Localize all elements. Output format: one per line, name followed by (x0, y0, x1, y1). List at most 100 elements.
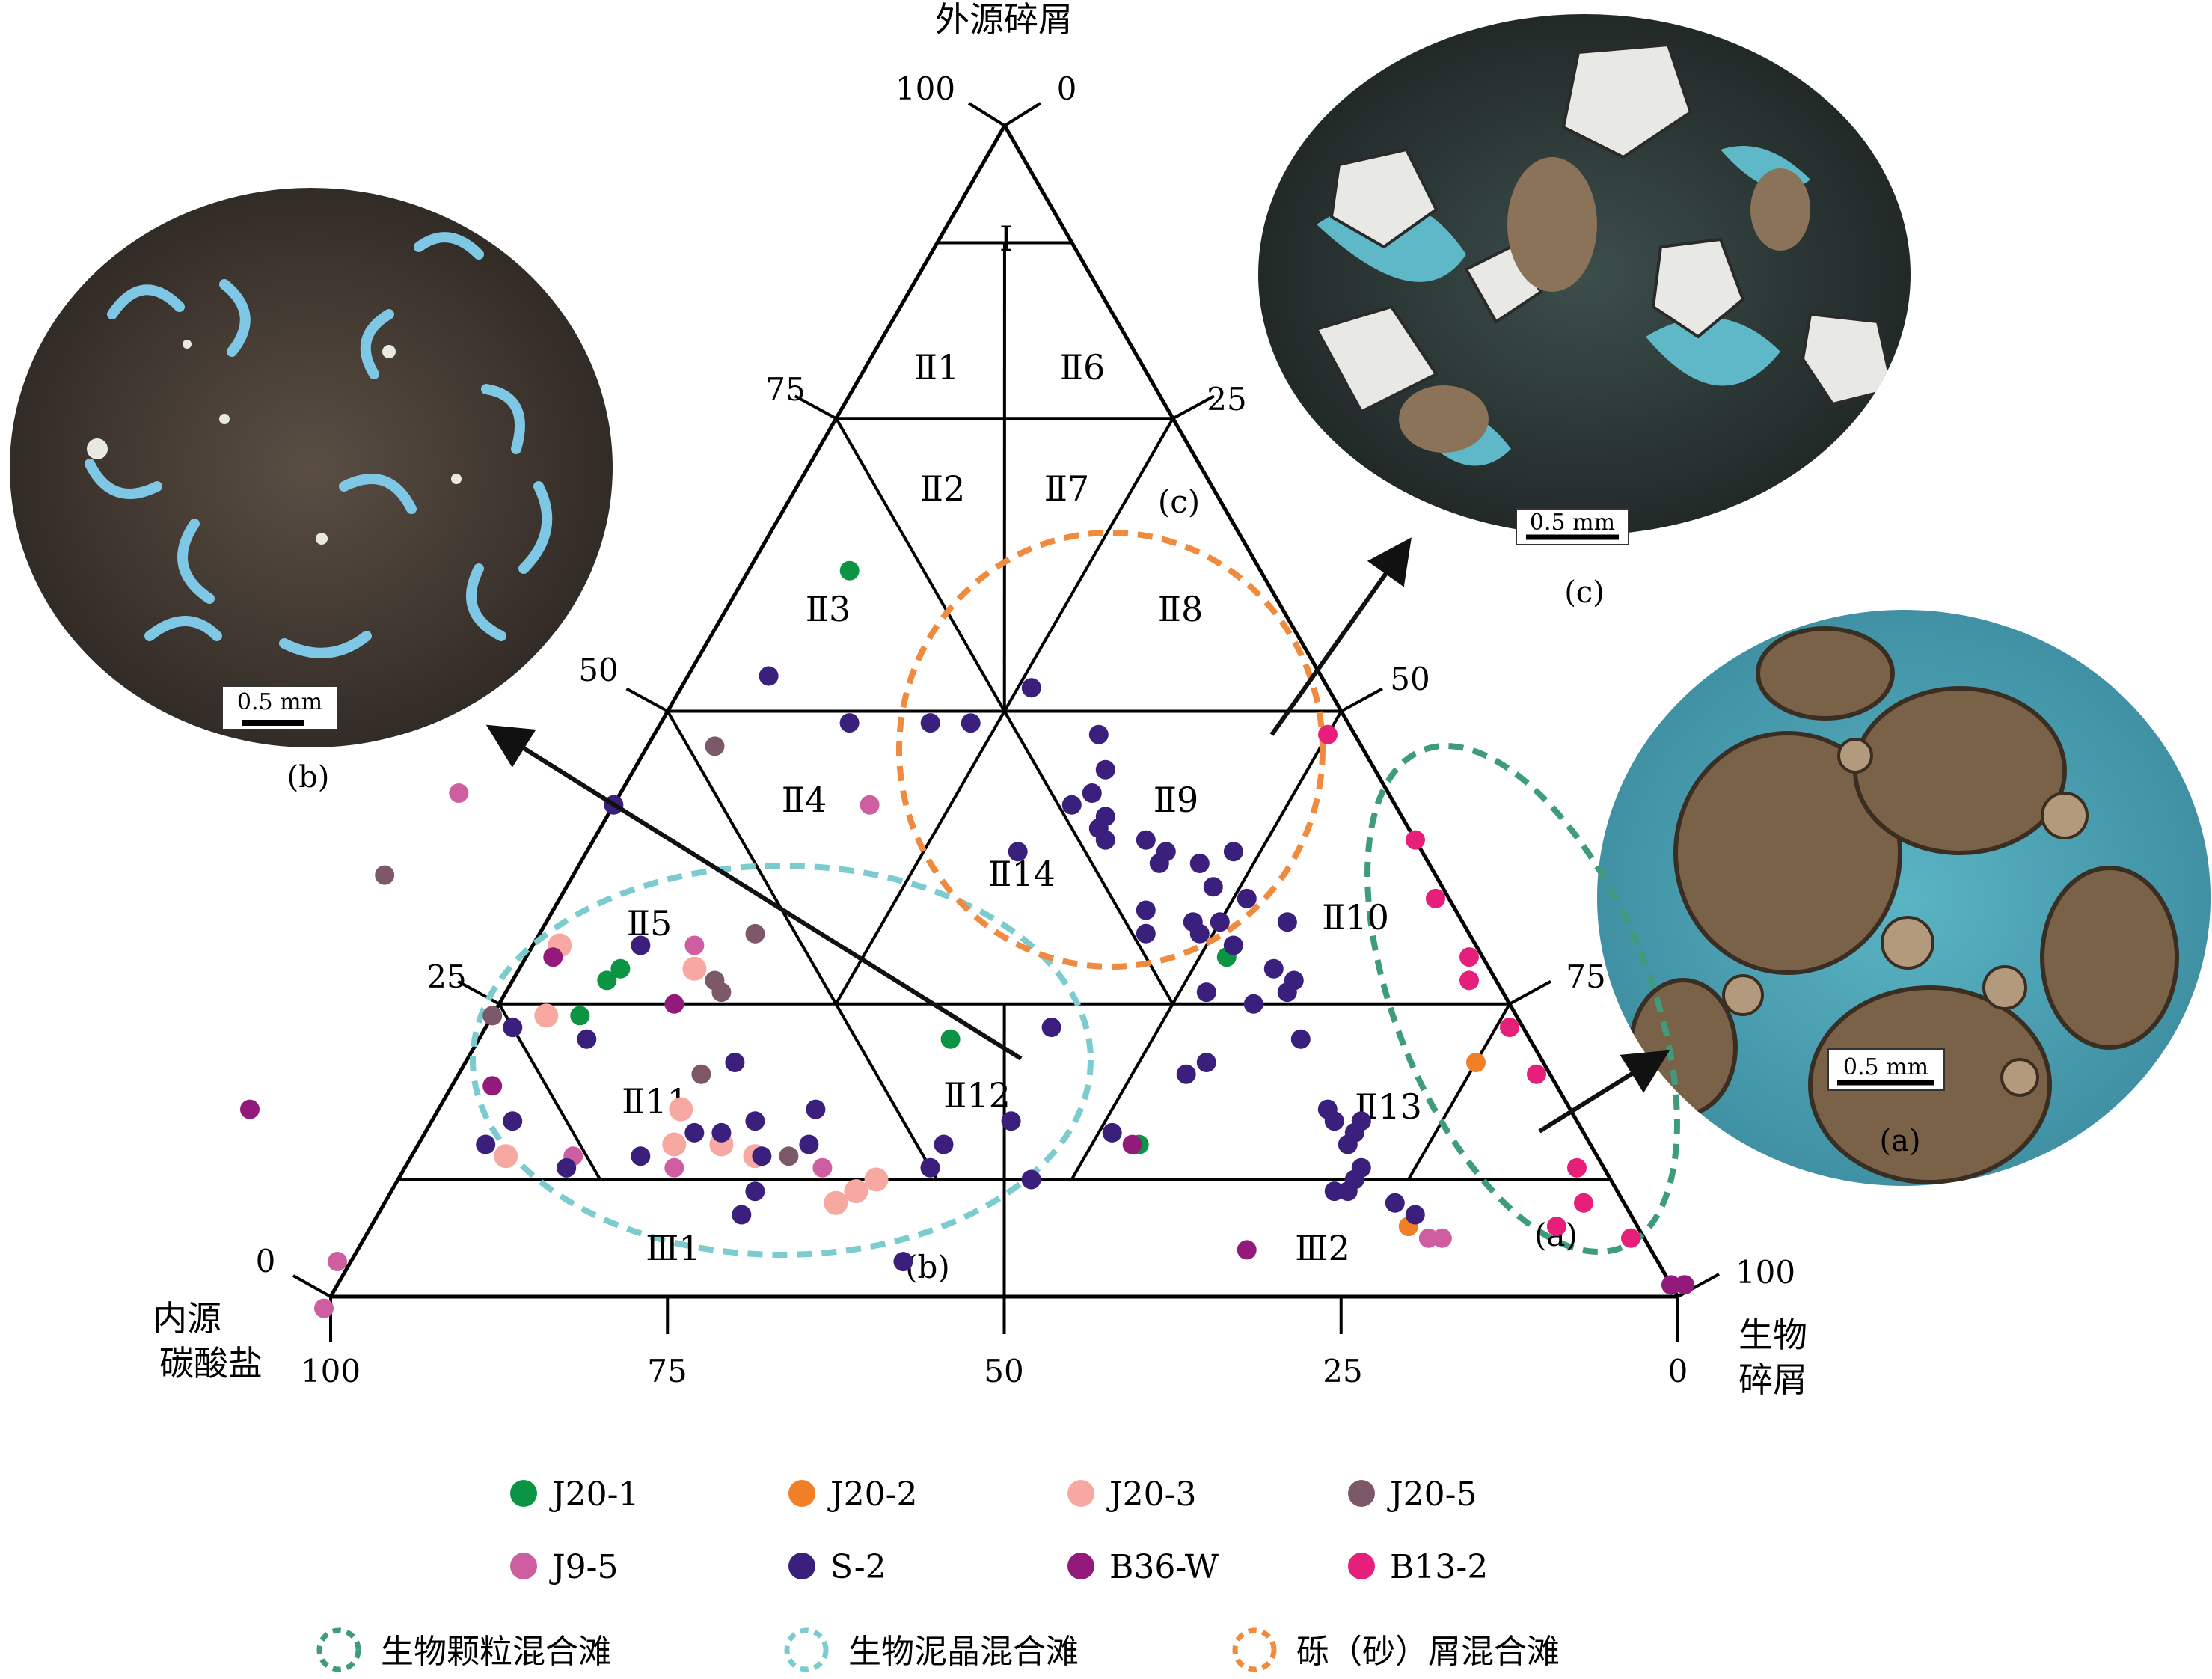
data-point (1088, 724, 1109, 744)
zone-label: Ⅱ5 (627, 903, 673, 944)
data-point (375, 865, 395, 885)
data-point (1432, 1228, 1452, 1248)
grid-line-diagonal (1070, 710, 1343, 1181)
axis-tick (1509, 979, 1551, 1006)
data-point (1527, 1064, 1546, 1084)
data-point (631, 1146, 651, 1166)
zone-label: Ⅰ (999, 218, 1013, 259)
data-point (711, 1122, 732, 1143)
data-point (1223, 935, 1243, 955)
data-point (1196, 982, 1216, 1003)
data-point (597, 970, 617, 991)
data-point (920, 713, 940, 733)
data-point (503, 1018, 523, 1038)
legend-marker (1348, 1553, 1375, 1579)
data-point (1406, 830, 1425, 850)
data-point (940, 1029, 961, 1049)
data-point (705, 736, 725, 756)
data-point (631, 935, 651, 955)
data-point (1675, 1275, 1694, 1295)
axis-tick (625, 687, 669, 713)
data-point (1385, 1193, 1405, 1213)
data-point (1061, 795, 1082, 815)
axis-tick (967, 102, 1006, 127)
data-point (1324, 1111, 1344, 1131)
legend-label: J9-5 (549, 1548, 619, 1586)
data-points (240, 560, 1694, 1318)
data-point (1318, 724, 1338, 744)
data-point (705, 970, 725, 991)
region-label-b: (b) (905, 1249, 950, 1285)
data-point (1001, 1111, 1021, 1131)
photo-a: 0.5 mm (a) (1597, 610, 2211, 1186)
data-point (745, 923, 765, 944)
zone-label: Ⅱ4 (782, 780, 827, 820)
data-point (864, 1167, 889, 1192)
data-point (812, 1157, 833, 1178)
tick-label: 100 (301, 1353, 361, 1389)
data-point (1136, 923, 1156, 944)
data-point (1021, 678, 1041, 698)
legend-region-label: 砾（砂）屑混合滩 (1296, 1633, 1560, 1671)
data-point (1176, 1064, 1196, 1084)
data-point (664, 994, 684, 1014)
data-point (725, 1053, 745, 1072)
data-point (1500, 1018, 1519, 1037)
data-point (534, 1003, 559, 1028)
tick-label: 0 (256, 1243, 276, 1279)
arrows (485, 537, 1670, 1134)
data-point (844, 1179, 868, 1204)
zone-label: Ⅲ1 (646, 1228, 701, 1268)
data-point (664, 1157, 684, 1178)
data-point (1459, 947, 1479, 967)
data-point (1263, 958, 1284, 979)
data-point (799, 1134, 819, 1154)
ternary-grid (292, 102, 1720, 1342)
tick-label: 50 (1390, 661, 1430, 697)
data-point (449, 783, 469, 803)
data-point (1621, 1228, 1640, 1248)
data-point (1149, 853, 1169, 873)
data-point (745, 1111, 765, 1131)
data-point (1210, 912, 1230, 932)
data-point (314, 1298, 334, 1318)
axis-tick (1003, 102, 1042, 127)
data-point (759, 666, 779, 686)
data-point (482, 1006, 503, 1026)
data-point (1661, 1275, 1681, 1295)
zone-label: Ⅱ12 (943, 1075, 1011, 1116)
tick-label: 100 (895, 70, 955, 107)
data-point (1189, 923, 1210, 944)
data-point (920, 1157, 940, 1178)
data-point (1223, 842, 1243, 862)
region-label-c: (c) (1158, 483, 1200, 520)
legend-label: S-2 (830, 1548, 886, 1586)
data-point (1466, 1053, 1486, 1072)
data-point (1008, 842, 1028, 862)
axis-tick (457, 979, 500, 1006)
data-point (1418, 1228, 1439, 1248)
data-point (732, 1205, 752, 1225)
arrow-to-photo-c (1269, 537, 1412, 736)
data-point (684, 935, 705, 955)
legend: J20-1 J20-2 J20-3 J20-5 J9-5 S-2 B36-W B13-2 生物颗… (316, 1475, 1560, 1672)
arrow-to-photo-a (1538, 1050, 1670, 1134)
photo-c-scale-label: 0.5 mm (1530, 510, 1615, 536)
photo-a-caption: (a) (1879, 1124, 1920, 1158)
data-point (610, 958, 631, 979)
legend-label: J20-5 (1387, 1475, 1477, 1514)
axis-title-right-line2: 碎屑 (1738, 1360, 1807, 1400)
data-point (1088, 819, 1109, 838)
data-point (1021, 1169, 1041, 1190)
data-point (1459, 970, 1479, 991)
data-point (1338, 1134, 1358, 1154)
region-ellipse-c (896, 530, 1326, 970)
data-point (476, 1134, 496, 1154)
tick-label: 100 (1735, 1254, 1795, 1291)
photo-a-scale-label: 0.5 mm (1843, 1054, 1928, 1080)
data-point (482, 1076, 503, 1096)
axis-title-left-line2: 碳酸盐 (159, 1343, 263, 1383)
data-point (1136, 900, 1156, 920)
data-point (1095, 759, 1115, 780)
